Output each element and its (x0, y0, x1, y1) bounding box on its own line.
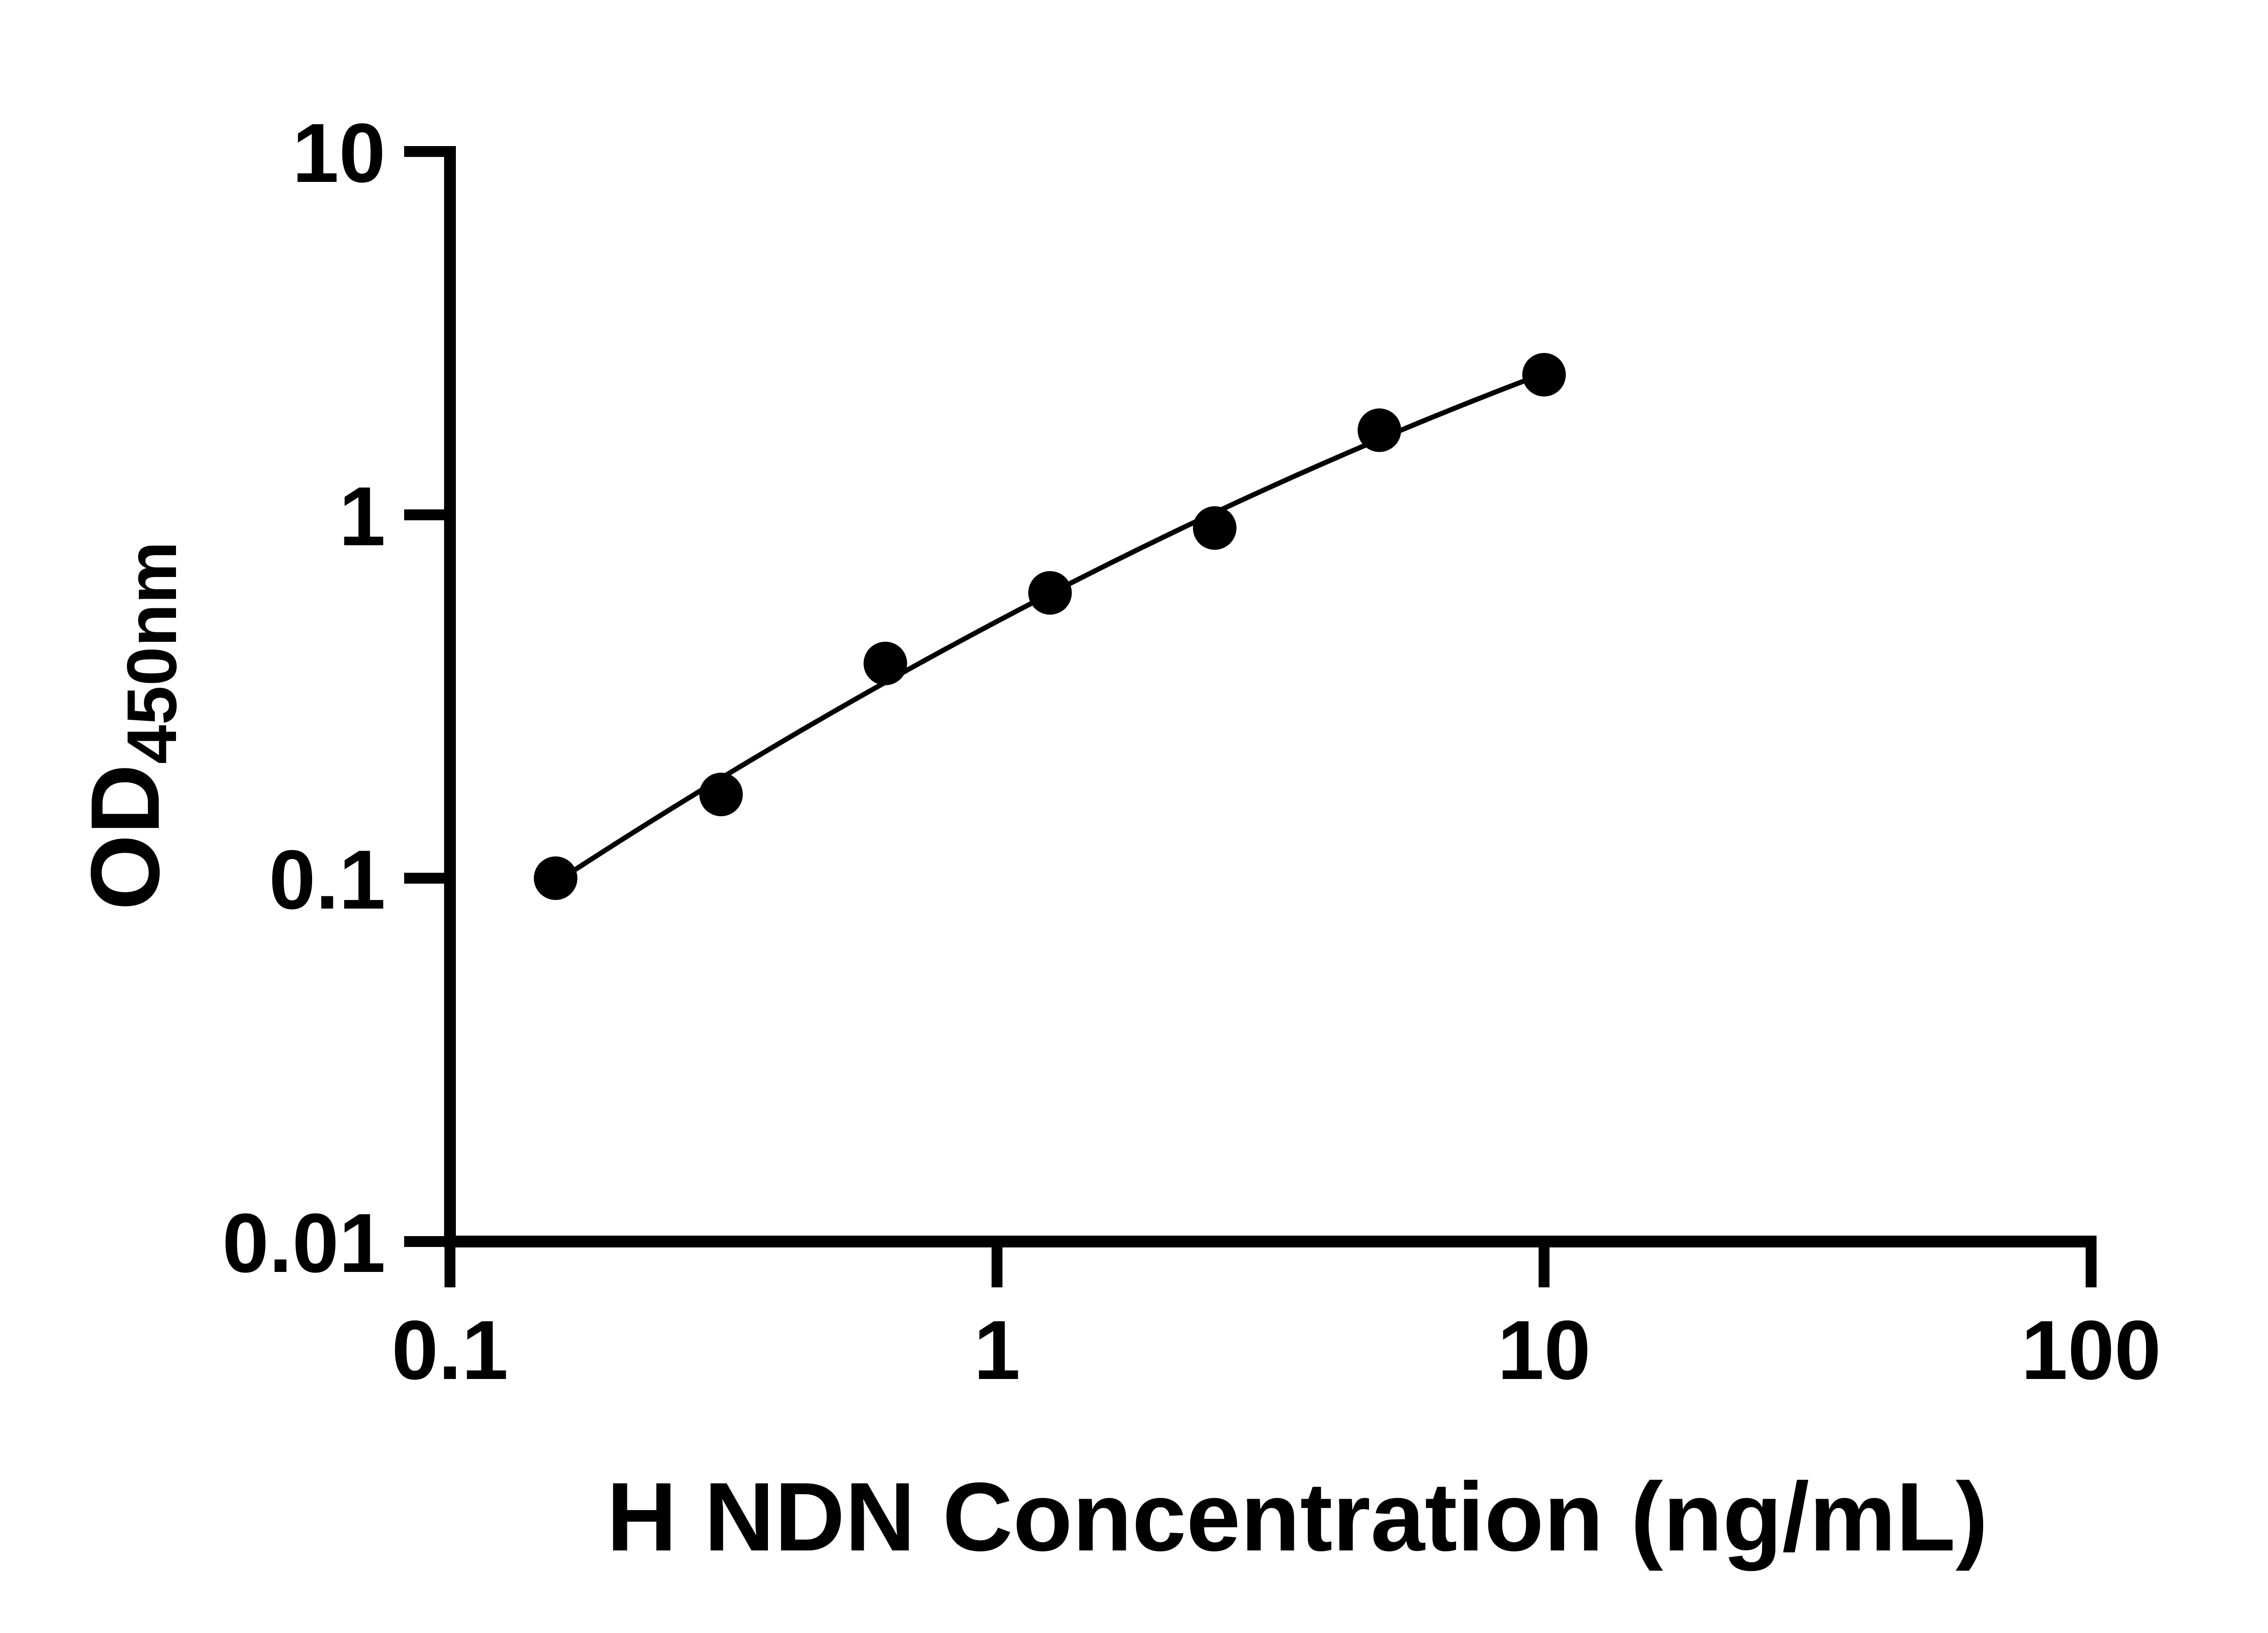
x-tick-label: 0.1 (391, 1304, 508, 1397)
data-point-marker (1358, 408, 1401, 452)
data-point-marker (863, 641, 907, 685)
data-point-marker (1028, 571, 1072, 615)
y-axis-title-main: OD (70, 764, 180, 910)
x-tick-label: 100 (2021, 1304, 2161, 1397)
data-point-marker (1522, 353, 1566, 397)
y-axis-title-subscript: 450nm (112, 541, 191, 764)
x-tick-label: 1 (974, 1304, 1021, 1397)
plot-area (533, 353, 1566, 900)
y-tick-label: 10 (292, 107, 386, 200)
x-tick-label: 10 (1497, 1304, 1591, 1397)
y-tick-label: 0.1 (269, 833, 386, 927)
data-point-marker (533, 856, 577, 900)
y-tick-label: 1 (339, 470, 386, 563)
data-point-marker (1193, 506, 1237, 550)
y-axis-title: OD450nm (70, 541, 191, 910)
data-point-marker (699, 772, 743, 816)
x-axis-title: H NDN Concentration (ng/mL) (606, 1462, 1988, 1571)
y-tick-label: 0.01 (222, 1197, 386, 1290)
axes (404, 146, 2097, 1287)
